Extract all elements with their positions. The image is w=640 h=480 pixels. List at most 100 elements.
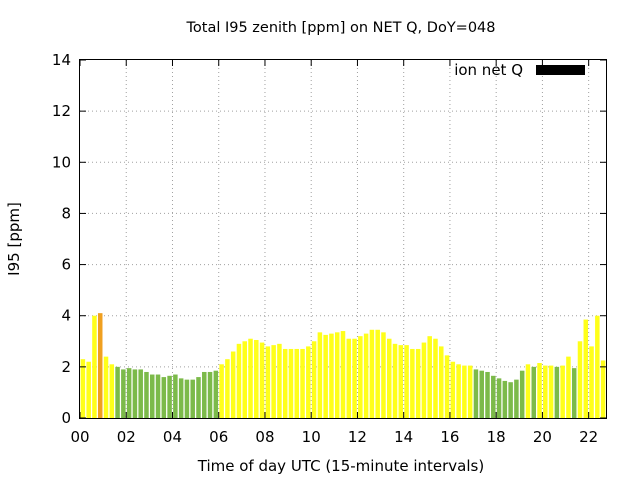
bar [271,345,276,418]
bar [543,365,548,418]
bar [323,334,328,418]
bar [167,375,172,418]
x-tick-label: 06 [209,428,228,446]
x-tick-label: 12 [348,428,367,446]
y-tick-label: 12 [52,102,71,120]
bar [560,365,565,418]
y-tick-label: 0 [61,409,71,427]
bar [109,364,115,418]
x-tick-label: 16 [440,428,459,446]
bar [115,366,120,418]
bar [583,319,589,418]
bar [294,348,300,418]
bar [155,374,161,418]
legend: ion net Q [454,61,585,79]
bar [334,332,340,418]
plot-frame [79,59,607,419]
bar [392,343,398,418]
bars [80,313,606,418]
bar [86,361,91,418]
bar [531,366,537,418]
bar [352,338,357,418]
bar [161,377,167,418]
bar [103,356,109,418]
bar [589,346,594,418]
bar [433,338,438,418]
bar [600,360,606,418]
bar [514,379,519,418]
bar [439,346,444,418]
bar [444,355,450,418]
chart-title: Total I95 zenith [ppm] on NET Q, DoY=048 [186,20,496,36]
bar [196,377,201,418]
x-axis-label: Time of day UTC (15-minute intervals) [197,457,484,475]
bar [473,369,479,418]
bar [202,371,207,418]
x-tick-label: 18 [487,428,506,446]
bar [259,342,265,418]
bar [144,371,149,418]
bar [340,331,346,418]
bar [571,368,577,418]
bar [537,363,542,418]
bar [577,341,583,418]
x-tick-label: 04 [163,428,182,446]
bar [254,340,259,418]
bar [97,313,103,418]
bar [369,329,375,418]
bar [178,378,184,418]
y-tick-label: 8 [61,204,71,222]
bar [219,364,224,418]
bar [502,380,508,418]
bar [485,371,490,418]
bar [138,369,143,418]
bar [398,345,404,418]
y-tick-label: 10 [52,153,71,171]
x-tick-label: 00 [70,428,89,446]
bar [491,375,496,418]
bar [80,359,86,418]
bar [450,361,456,418]
bar [132,369,138,418]
bar [92,315,97,418]
bar [190,379,195,418]
bar [404,345,409,418]
bar [427,336,432,418]
bar [306,346,311,418]
bar [381,332,386,418]
bar [236,343,242,418]
bar [595,315,600,418]
x-tick-label: 14 [394,428,413,446]
bar [277,343,282,418]
bar [149,374,155,418]
bar [126,368,132,418]
bar [525,364,531,418]
x-tick-label: 10 [302,428,321,446]
bar [329,333,334,418]
x-tick-label: 08 [255,428,274,446]
bar [410,348,415,418]
bar [566,356,571,418]
x-tick-label: 22 [579,428,598,446]
bar [300,348,305,418]
bar [230,351,236,418]
y-tick-label: 14 [52,51,71,69]
bar [548,365,554,418]
bar [479,370,484,418]
bar [311,341,317,418]
y-tick-label: 4 [61,307,71,325]
y-axis-label: I95 [ppm] [5,202,23,276]
bar [519,370,525,418]
bar [282,348,288,418]
bar [508,382,513,418]
y-tick-label: 6 [61,256,71,274]
y-tick-label: 2 [61,358,71,376]
bar [456,364,461,418]
bar [173,374,178,418]
bar [386,338,392,418]
bar [213,370,219,418]
bar [421,342,427,418]
bar [184,379,190,418]
